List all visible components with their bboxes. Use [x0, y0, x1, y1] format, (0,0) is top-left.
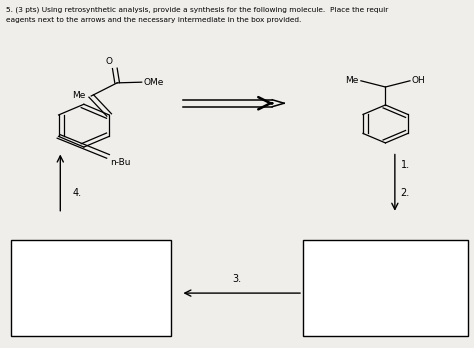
- Text: eagents next to the arrows and the necessary intermediate in the box provided.: eagents next to the arrows and the neces…: [6, 17, 301, 23]
- Text: Me: Me: [345, 76, 358, 85]
- Text: 5. (3 pts) Using retrosynthetic analysis, provide a synthesis for the following : 5. (3 pts) Using retrosynthetic analysis…: [6, 7, 388, 13]
- Bar: [303, 239, 468, 336]
- Text: OMe: OMe: [143, 78, 164, 87]
- Text: 2.: 2.: [401, 188, 410, 198]
- Text: O: O: [106, 57, 113, 66]
- Text: 1.: 1.: [401, 160, 410, 171]
- Text: Me: Me: [72, 91, 86, 100]
- Bar: [11, 239, 171, 336]
- Text: 3.: 3.: [232, 274, 241, 284]
- Text: OH: OH: [411, 76, 425, 85]
- Text: n-Bu: n-Bu: [110, 158, 130, 167]
- Text: 4.: 4.: [72, 188, 81, 198]
